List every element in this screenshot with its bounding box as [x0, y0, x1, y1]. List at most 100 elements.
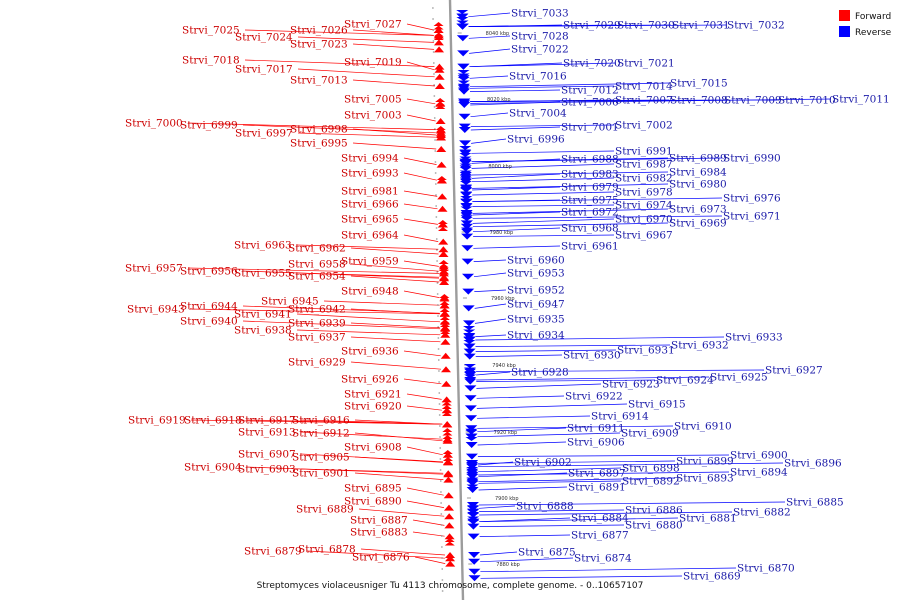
forward-gene-label: Strvi_6913 [238, 427, 296, 439]
forward-gene-arrow [434, 46, 445, 53]
reverse-leader-line [478, 472, 568, 478]
reverse-gene-label: Strvi_6899 [676, 456, 734, 468]
reverse-leader-line [469, 82, 670, 88]
reverse-gene-label: Strvi_6984 [669, 167, 727, 179]
reverse-gene-arrow [460, 220, 473, 225]
reverse-leader-line [480, 575, 683, 579]
reverse-gene-label: Strvi_6898 [622, 463, 680, 475]
forward-leader-line [300, 419, 443, 425]
forward-gene-arrow [444, 513, 455, 520]
forward-gene-label: Strvi_6917 [238, 415, 296, 427]
forward-gene-arrow [440, 338, 451, 345]
reverse-leader-line [469, 62, 617, 68]
scale-tick-label: 7940 kbp [492, 363, 516, 369]
reverse-leader-line [473, 227, 561, 233]
reverse-gene-label: Strvi_6884 [571, 513, 629, 525]
reverse-gene-label: Strvi_6976 [723, 193, 781, 205]
reverse-gene-label: Strvi_6983 [561, 169, 619, 181]
reverse-leader-line [479, 534, 571, 537]
reverse-leader-line [475, 336, 725, 341]
scale-tick-label: 8020 kbp [487, 97, 511, 103]
reverse-gene-arrow [466, 467, 479, 471]
reverse-gene-arrow [458, 127, 471, 133]
leader-lines [187, 12, 832, 579]
reverse-gene-label: Strvi_6910 [674, 421, 732, 433]
reverse-gene-arrow [463, 364, 476, 368]
forward-gene-arrow [433, 39, 444, 46]
forward-gene-label: Strvi_6903 [238, 464, 296, 476]
forward-gene-arrow [435, 105, 446, 109]
reverse-leader-line [468, 35, 511, 39]
forward-leader-line [406, 500, 445, 508]
reverse-gene-arrow [457, 63, 470, 70]
forward-gene-arrow [438, 246, 449, 253]
forward-leader-line [350, 336, 441, 343]
forward-leader-line [403, 290, 440, 298]
forward-gene-label: Strvi_6994 [341, 153, 399, 165]
forward-gene-arrow [441, 408, 452, 413]
reverse-gene-arrow [461, 233, 474, 240]
reverse-leader-line [478, 505, 516, 509]
forward-gene-label: Strvi_6879 [244, 546, 302, 558]
reverse-gene-label: Strvi_6982 [615, 173, 673, 185]
reverse-gene-arrow [461, 273, 474, 280]
forward-gene-label: Strvi_7019 [344, 57, 402, 69]
reverse-leader-line [478, 477, 676, 483]
reverse-gene-arrow [456, 13, 469, 18]
forward-gene-arrow [441, 380, 452, 387]
forward-gene-label: Strvi_6889 [296, 504, 354, 516]
forward-gene-label: Strvi_6916 [292, 415, 350, 427]
reverse-gene-arrow [467, 516, 480, 521]
reverse-gene-label: Strvi_6880 [625, 520, 683, 532]
reverse-gene-label: Strvi_7022 [511, 44, 569, 56]
forward-leader-line [352, 128, 436, 136]
forward-gene-label: Strvi_6904 [184, 462, 242, 474]
reverse-gene-label: Strvi_6930 [563, 350, 621, 362]
forward-gene-label: Strvi_6939 [288, 318, 346, 330]
forward-leader-line [406, 61, 435, 71]
reverse-gene-label: Strvi_6975 [561, 195, 619, 207]
reverse-leader-line [471, 138, 507, 144]
reverse-gene-label: Strvi_6967 [615, 230, 673, 242]
reverse-leader-line [473, 245, 561, 249]
forward-leader-line [403, 190, 438, 197]
reverse-leader-line [478, 471, 730, 476]
reverse-gene-label: Strvi_6911 [567, 423, 625, 435]
forward-gene-arrow [441, 405, 452, 409]
reverse-leader-line [476, 376, 710, 381]
forward-leader-line [323, 300, 440, 306]
forward-gene-arrow [439, 279, 450, 285]
reverse-gene-arrow [459, 160, 472, 164]
reverse-gene-label: Strvi_6968 [561, 223, 619, 235]
reverse-gene-arrow [460, 191, 473, 196]
forward-leader-line [244, 29, 434, 36]
forward-gene-arrow [445, 552, 456, 558]
forward-gene-arrow [438, 267, 449, 271]
reverse-gene-arrow [458, 113, 471, 120]
reverse-gene-arrow [467, 533, 480, 540]
reverse-leader-line [478, 467, 622, 473]
forward-gene-arrow [443, 504, 454, 511]
reverse-gene-arrow [468, 552, 481, 558]
reverse-gene-arrow [464, 395, 477, 402]
reverse-gene-label: Strvi_6882 [733, 507, 791, 519]
forward-gene-label: Strvi_6956 [180, 266, 238, 278]
reverse-gene-arrow [463, 326, 476, 330]
reverse-gene-label: Strvi_6885 [786, 497, 844, 509]
reverse-gene-arrow [458, 98, 471, 105]
forward-gene-arrow [437, 227, 448, 231]
chromosome-backbone: 8040 kbp 8020 kbp 8000 kbp 7980 kbp 7960 kbp… [432, 0, 520, 600]
gene-labels: Strvi_7027 Strvi_7025 Strvi_7026Strvi_7024… [125, 8, 890, 583]
forward-gene-arrow [434, 83, 445, 89]
forward-gene-label: Strvi_6999 [180, 120, 238, 132]
forward-gene-label: Strvi_6948 [341, 286, 399, 298]
reverse-gene-arrow [457, 84, 470, 88]
reverse-gene-label: Strvi_6892 [622, 476, 680, 488]
scale-tick-label: 7880 kbp [496, 562, 520, 568]
forward-gene-arrow [441, 398, 452, 402]
forward-gene-arrow [442, 457, 453, 461]
reverse-gene-arrow [466, 484, 479, 489]
reverse-gene-arrow [463, 336, 476, 341]
reverse-gene-arrow [465, 425, 478, 432]
forward-gene-arrow [439, 274, 450, 281]
